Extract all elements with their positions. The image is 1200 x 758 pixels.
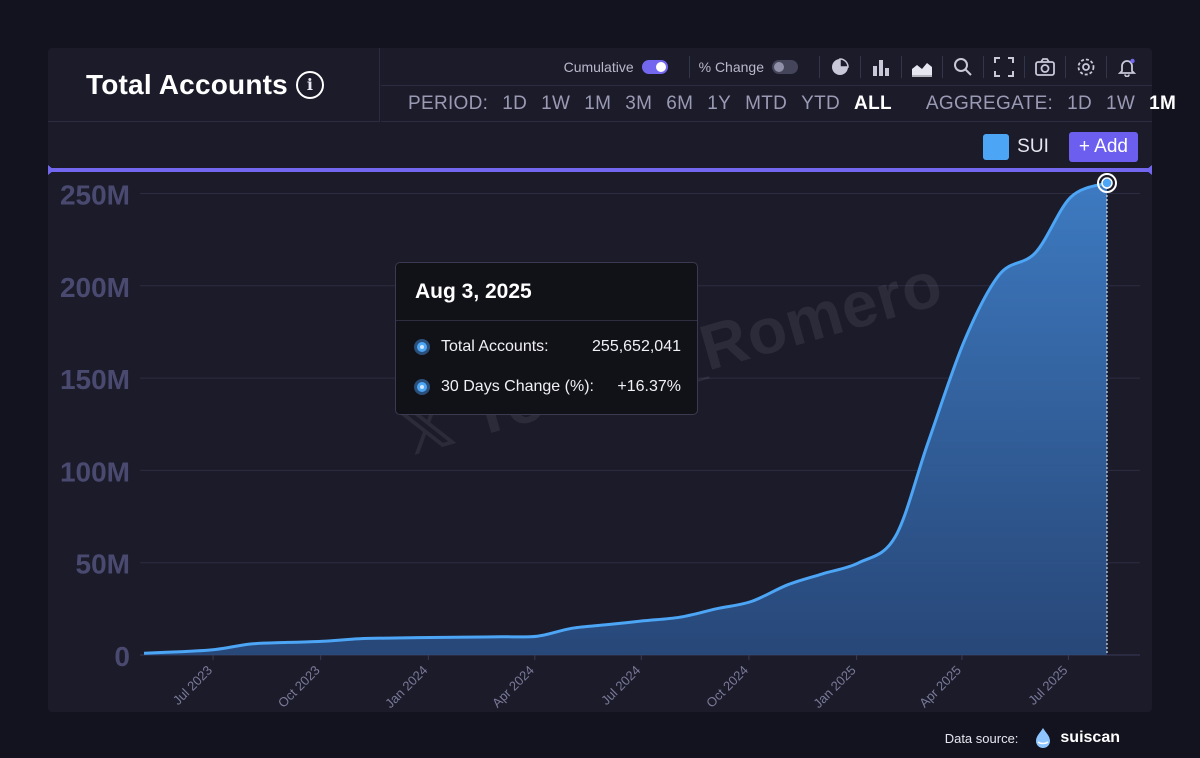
tooltip-name: 30 Days Change (%): — [441, 378, 594, 395]
series-line-sui[interactable] — [143, 181, 1108, 655]
x-tick-label: Oct 2023 — [275, 663, 323, 711]
y-tick-label: 150M — [60, 364, 130, 395]
period-option-mtd[interactable]: MTD — [745, 92, 788, 114]
series-area-sui — [144, 183, 1107, 655]
x-tick-label: Jan 2024 — [382, 663, 430, 711]
x-tick-label: Jan 2025 — [810, 663, 858, 711]
brush-handle-right-icon[interactable] — [1146, 165, 1152, 175]
x-tick-label: Jul 2025 — [1025, 663, 1070, 708]
fullscreen-icon[interactable] — [993, 56, 1015, 78]
toolbar: Cumulative % Change — [381, 48, 1152, 86]
legend-swatch[interactable] — [983, 134, 1010, 160]
zoom-icon[interactable] — [952, 56, 974, 78]
aggregate-option-1m[interactable]: 1M — [1149, 92, 1177, 114]
aggregate-option-1d[interactable]: 1D — [1067, 92, 1093, 114]
tooltip-value: 255,652,041 — [592, 338, 681, 355]
legend-row: SUI + Add — [48, 123, 1152, 171]
period-option-1m[interactable]: 1M — [584, 92, 612, 114]
legend-label-sui[interactable]: SUI — [1017, 136, 1049, 157]
info-icon[interactable]: i — [295, 70, 324, 99]
hover-point[interactable] — [1101, 177, 1113, 189]
y-tick-label: 0 — [114, 641, 130, 672]
y-tick-label: 50M — [76, 549, 130, 580]
brush-handle-left-icon[interactable] — [48, 165, 54, 175]
series-dot-icon — [414, 339, 430, 355]
period-option-1w[interactable]: 1W — [541, 92, 571, 114]
y-tick-label: 100M — [60, 456, 130, 487]
cumulative-toggle[interactable] — [641, 59, 668, 74]
chart-header: Total Accounts i — [48, 48, 380, 122]
pct-change-label: % Change — [698, 58, 764, 75]
bell-icon[interactable] — [1116, 56, 1138, 78]
period-option-6m[interactable]: 6M — [666, 92, 694, 114]
settings-icon[interactable] — [1075, 56, 1097, 78]
tooltip-value: +16.37% — [617, 378, 681, 395]
bar-chart-icon[interactable] — [870, 56, 892, 78]
chart-tooltip: Aug 3, 2025 Total Accounts: 255,652,041 … — [395, 262, 698, 415]
data-source-name[interactable]: suiscan — [1060, 729, 1120, 746]
aggregate-option-1w[interactable]: 1W — [1106, 92, 1136, 114]
pie-chart-icon[interactable] — [829, 56, 851, 78]
cumulative-label: Cumulative — [563, 58, 634, 75]
tooltip-row: Total Accounts: 255,652,041 — [396, 327, 697, 367]
x-tick-label: Jul 2023 — [170, 663, 215, 708]
tooltip-row: 30 Days Change (%): +16.37% — [396, 367, 697, 407]
tooltip-date: Aug 3, 2025 — [396, 263, 697, 321]
series-dot-icon — [414, 379, 430, 395]
period-option-1d[interactable]: 1D — [502, 92, 528, 114]
add-series-button[interactable]: + Add — [1068, 132, 1138, 162]
period-option-1y[interactable]: 1Y — [707, 92, 732, 114]
page-title: Total Accounts — [86, 68, 288, 100]
x-tick-label: Apr 2024 — [489, 663, 537, 711]
period-label: PERIOD: — [408, 92, 489, 114]
y-tick-label: 200M — [60, 272, 130, 303]
tooltip-name: Total Accounts: — [441, 338, 549, 355]
period-row: PERIOD: 1D 1W 1M 3M 6M 1Y MTD YTD ALL AGGREGATE: 1D… — [381, 86, 1176, 122]
y-tick-label: 250M — [60, 179, 130, 210]
area-chart-icon[interactable] — [911, 56, 933, 78]
pct-change-toggle[interactable] — [772, 59, 798, 74]
x-tick-label: Jul 2024 — [598, 663, 643, 708]
data-source-label: Data source: — [944, 730, 1019, 746]
x-tick-label: Apr 2025 — [916, 663, 964, 711]
hover-point-ring — [1097, 173, 1117, 194]
period-option-ytd[interactable]: YTD — [801, 92, 841, 114]
period-option-all[interactable]: ALL — [854, 92, 892, 114]
data-source: Data source: suiscan — [945, 727, 1120, 749]
x-tick-label: Oct 2024 — [703, 663, 751, 711]
aggregate-label: AGGREGATE: — [925, 92, 1054, 114]
suiscan-logo-icon[interactable] — [1032, 727, 1054, 749]
camera-icon[interactable] — [1034, 56, 1056, 78]
period-option-3m[interactable]: 3M — [625, 92, 653, 114]
